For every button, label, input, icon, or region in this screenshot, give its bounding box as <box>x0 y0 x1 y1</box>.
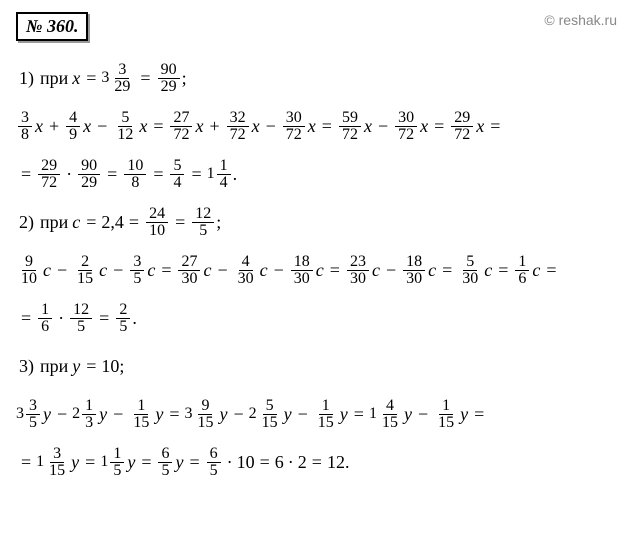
p3-expr2: = 1315 y = 115 y = 65 y = 65 · 10 = 6 · … <box>16 443 617 481</box>
p3-given: 3) при y = 10 ; <box>16 347 617 385</box>
problem-number-box: № 360. <box>16 12 88 41</box>
p1-expr1: 38 x + 49 x − 512 x = 2772 x + 3272 x − … <box>16 107 617 145</box>
p1-expr2: = 2972 · 9029 = 108 = 54 = 1 14 . <box>16 155 617 193</box>
semicolon: ; <box>182 65 187 92</box>
p2-label: 2) <box>19 209 34 236</box>
p1-label: 1) <box>19 65 34 92</box>
p1-var: x <box>72 65 80 92</box>
p1-mixed: 3 329 <box>101 62 135 95</box>
p2-expr1: 910 c − 215 c − 35 c = 2730 c − 430 c − … <box>16 251 617 289</box>
copyright-text: © reshak.ru <box>544 12 617 28</box>
p1-prefix: при <box>40 65 68 92</box>
eq: = <box>140 65 150 92</box>
eq: = <box>86 65 96 92</box>
p3-expr1: 335 y − 213 y − 115 y = 3915 y − 2515 y … <box>16 395 617 433</box>
p1-given: 1) при x = 3 329 = 9029 ; <box>16 59 617 97</box>
solution-content: 1) при x = 3 329 = 9029 ; 38 x + 49 x − … <box>16 59 617 481</box>
p2-expr2: = 16 · 125 = 25 . <box>16 299 617 337</box>
problem-number: № 360. <box>26 16 78 36</box>
p2-given: 2) при c = 2,4 = 2410 = 125 ; <box>16 203 617 241</box>
p3-label: 3) <box>19 353 34 380</box>
p1-improper: 9029 <box>158 62 180 95</box>
